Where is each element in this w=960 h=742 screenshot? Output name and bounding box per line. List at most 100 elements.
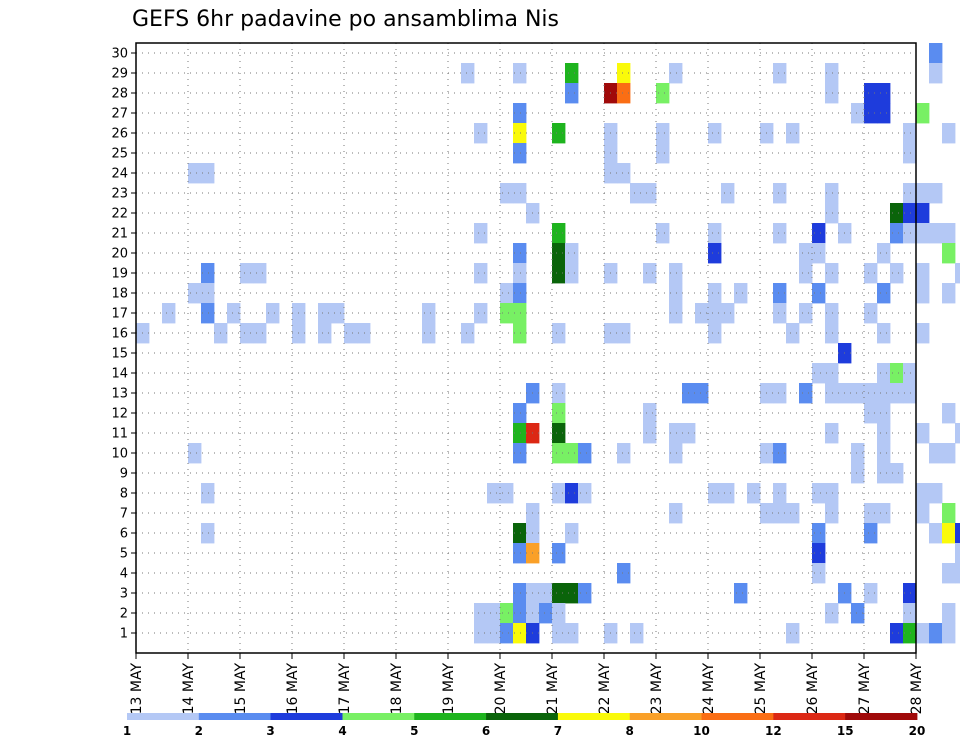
colorbar-label: 6 <box>482 724 490 738</box>
heatmap-cell <box>942 123 956 144</box>
heatmap-cell <box>474 123 488 144</box>
heatmap-cell <box>162 303 176 324</box>
heatmap-cell <box>773 183 787 204</box>
heatmap-cell <box>929 63 943 84</box>
heatmap-cell <box>890 223 904 244</box>
heatmap-cell <box>188 283 202 304</box>
heatmap-cell <box>669 423 683 444</box>
heatmap-cell <box>942 403 956 424</box>
heatmap-cell <box>916 483 930 504</box>
heatmap-cell <box>500 283 514 304</box>
heatmap-cell <box>552 623 566 644</box>
heatmap-cell <box>422 323 436 344</box>
heatmap-cell <box>513 403 527 424</box>
heatmap-cell <box>565 243 579 264</box>
heatmap-cell <box>643 263 657 284</box>
heatmap-cell <box>201 283 215 304</box>
heatmap-cell <box>656 123 670 144</box>
heatmap-cell <box>669 63 683 84</box>
x-tick-label: 21 MAY <box>545 663 561 715</box>
y-tick-label: 12 <box>111 407 128 422</box>
heatmap-cell <box>539 583 553 604</box>
heatmap-cell <box>240 263 254 284</box>
heatmap-cell <box>513 543 527 564</box>
y-tick-label: 24 <box>111 167 128 182</box>
colorbar-swatch <box>701 713 774 720</box>
heatmap-cell <box>513 263 527 284</box>
heatmap-cell <box>799 303 813 324</box>
y-tick-label: 11 <box>111 427 128 442</box>
y-tick-label: 20 <box>111 247 128 262</box>
heatmap-cell <box>474 303 488 324</box>
y-tick-label: 2 <box>120 607 128 622</box>
heatmap-cell <box>877 83 891 104</box>
heatmap-cell <box>721 483 735 504</box>
heatmap-cell <box>227 303 241 324</box>
heatmap-cell <box>630 623 644 644</box>
x-tick-label: 27 MAY <box>857 663 873 715</box>
heatmap-cell <box>552 243 566 264</box>
heatmap-cell <box>513 443 527 464</box>
y-tick-label: 7 <box>120 507 128 522</box>
heatmap-cell <box>825 603 839 624</box>
x-tick-label: 14 MAY <box>181 663 197 715</box>
heatmap-cell <box>552 583 566 604</box>
colorbar-label: 20 <box>909 724 926 738</box>
heatmap-cell <box>617 323 631 344</box>
heatmap-cell <box>565 263 579 284</box>
heatmap-cell <box>877 403 891 424</box>
heatmap-cell <box>825 323 839 344</box>
x-tick-label: 18 MAY <box>389 663 405 715</box>
heatmap-cell <box>344 323 358 344</box>
heatmap-cell <box>565 583 579 604</box>
heatmap-cell <box>513 603 527 624</box>
heatmap-cell <box>825 363 839 384</box>
colorbar-swatch <box>629 713 702 720</box>
heatmap-cell <box>942 623 956 644</box>
heatmap-cell <box>643 183 657 204</box>
heatmap-cell <box>617 63 631 84</box>
plot-frame <box>135 42 917 654</box>
heatmap-cell <box>890 383 904 404</box>
heatmap-cell <box>864 503 878 524</box>
heatmap-cell <box>773 483 787 504</box>
y-tick-label: 13 <box>111 387 128 402</box>
x-tick-label: 25 MAY <box>753 663 769 715</box>
heatmap-cell <box>773 283 787 304</box>
heatmap-cell <box>825 63 839 84</box>
heatmap-cell <box>890 623 904 644</box>
y-tick-label: 3 <box>120 587 128 602</box>
heatmap-cell <box>188 163 202 184</box>
heatmap-cell <box>877 243 891 264</box>
y-tick-label: 22 <box>111 207 128 222</box>
heatmap-cell <box>877 103 891 124</box>
heatmap-cell <box>474 603 488 624</box>
heatmap-cell <box>825 303 839 324</box>
heatmap-cell <box>513 123 527 144</box>
y-tick-label: 26 <box>111 127 128 142</box>
y-tick-label: 15 <box>111 347 128 362</box>
heatmap-cell <box>461 63 475 84</box>
colorbar-label: 7 <box>554 724 562 738</box>
heatmap-cell <box>799 383 813 404</box>
colorbar-label: 8 <box>626 724 634 738</box>
x-tick-label: 28 MAY <box>909 663 925 715</box>
heatmap-cell <box>942 283 956 304</box>
heatmap-cell <box>513 423 527 444</box>
heatmap-cell <box>851 603 865 624</box>
heatmap-cell <box>890 363 904 384</box>
heatmap-cell <box>318 303 332 324</box>
heatmap-cell <box>955 523 960 544</box>
heatmap-cell <box>708 123 722 144</box>
y-tick-label: 14 <box>111 367 128 382</box>
heatmap-cell <box>773 303 787 324</box>
heatmap-cell <box>201 163 215 184</box>
chart-title: GEFS 6hr padavine po ansamblima Nis <box>132 7 559 32</box>
y-tick-label: 1 <box>120 627 128 642</box>
heatmap-cell <box>799 263 813 284</box>
heatmap-cell <box>890 263 904 284</box>
heatmap-cell <box>786 623 800 644</box>
y-tick-label: 27 <box>111 107 128 122</box>
colorbar-label: 5 <box>410 724 418 738</box>
heatmap-cell <box>721 183 735 204</box>
